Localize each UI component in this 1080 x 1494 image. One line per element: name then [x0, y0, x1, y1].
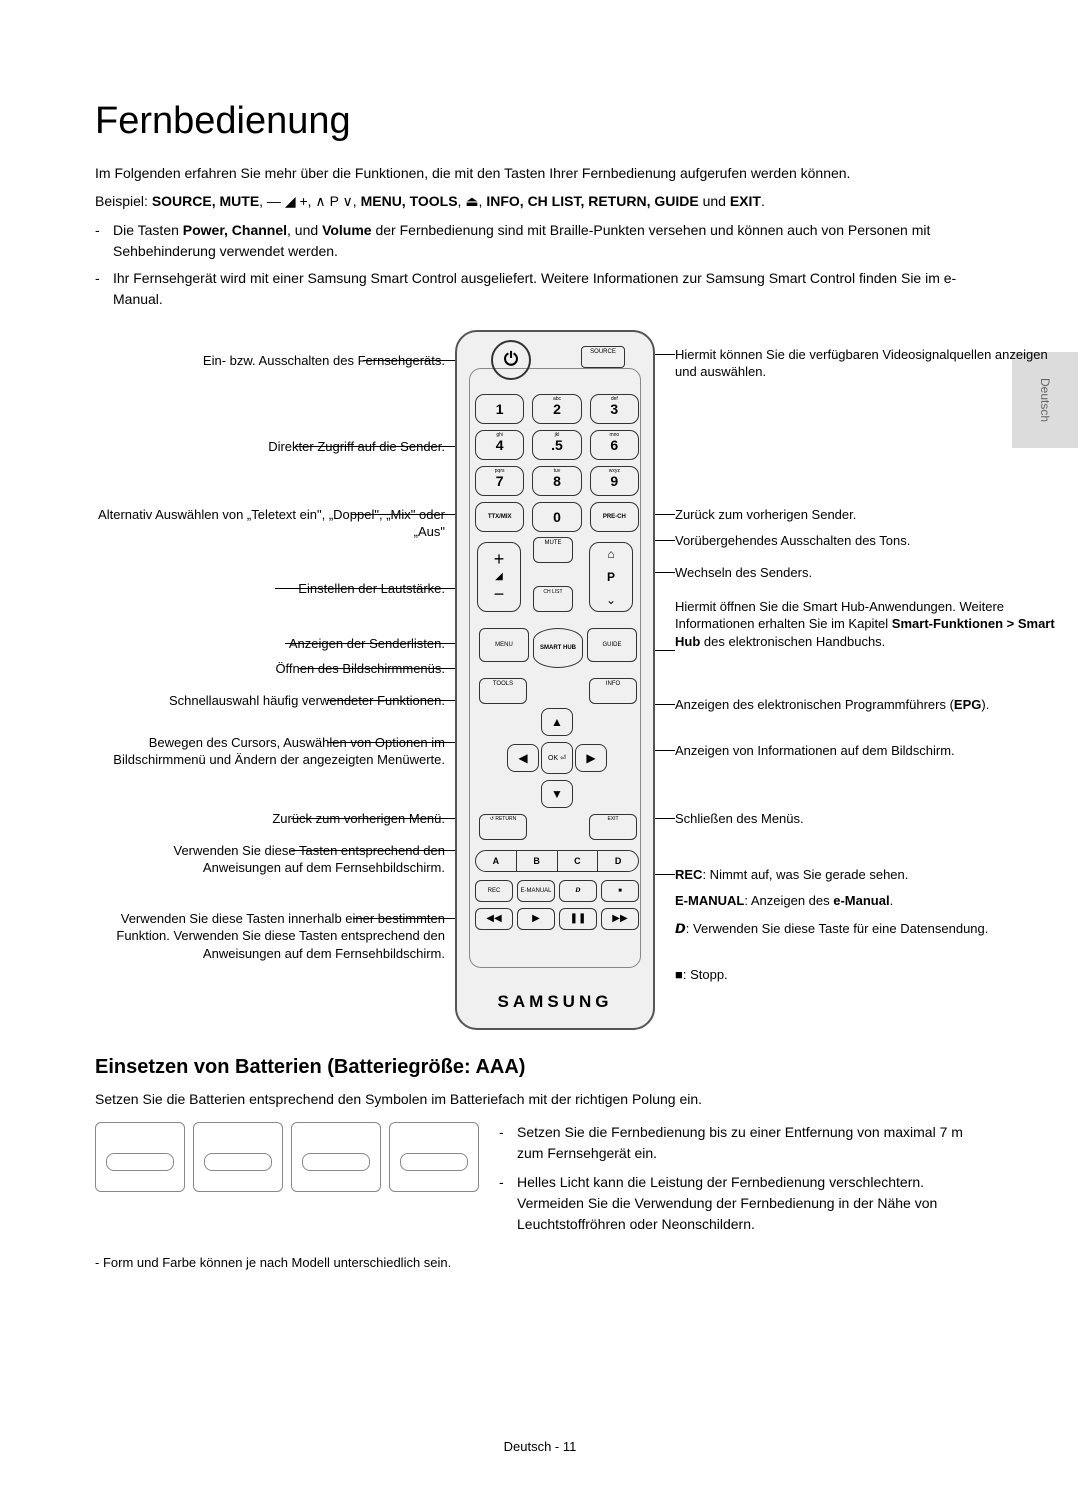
exit-button[interactable]: EXIT: [589, 814, 637, 840]
ann-guide: Anzeigen des elektronischen Programmführ…: [675, 696, 1065, 714]
pause-button[interactable]: ❚❚: [559, 908, 597, 930]
key-ttx[interactable]: TTX/MIX: [475, 502, 524, 532]
key-0[interactable]: 0: [532, 502, 581, 532]
ann-mute: Vorübergehendes Ausschalten des Tons.: [675, 532, 1065, 550]
key-7[interactable]: pqrs7: [475, 466, 524, 496]
key-4[interactable]: ghi4: [475, 430, 524, 460]
ann-prech: Zurück zum vorherigen Sender.: [675, 506, 1065, 524]
smart-hub-button[interactable]: SMART HUB: [533, 628, 583, 668]
ann-d: 𝘿: Verwenden Sie diese Taste für eine Da…: [675, 920, 1065, 938]
play-button[interactable]: ▶: [517, 908, 555, 930]
rec-button[interactable]: REC: [475, 880, 513, 902]
battery-diagram-4: [389, 1122, 479, 1192]
intro-paragraph-2: Beispiel: SOURCE, MUTE, — ◢ +, ∧ P ∨, ME…: [95, 191, 985, 211]
power-button[interactable]: ⏻: [491, 340, 531, 380]
battery-diagram-3: [291, 1122, 381, 1192]
intro-paragraph-1: Im Folgenden erfahren Sie mehr über die …: [95, 163, 985, 183]
numeric-keypad: 1 abc2 def3 ghi4 jkl.5 mno6 pqrs7 tuv8 w…: [475, 394, 639, 538]
key-prech[interactable]: PRE-CH: [590, 502, 639, 532]
rewind-button[interactable]: ◀◀: [475, 908, 513, 930]
key-1[interactable]: 1: [475, 394, 524, 424]
ann-stop: ■: Stopp.: [675, 966, 1065, 984]
battery-intro: Setzen Sie die Batterien entsprechend de…: [95, 1089, 985, 1110]
guide-button[interactable]: GUIDE: [587, 628, 637, 662]
battery-heading: Einsetzen von Batterien (Batteriegröße: …: [95, 1056, 985, 1079]
emanual-button[interactable]: E-MANUAL: [517, 880, 555, 902]
battery-bullet-1: Setzen Sie die Fernbedienung bis zu eine…: [517, 1122, 985, 1164]
menu-smart-guide-row: MENU SMART HUB GUIDE: [479, 628, 637, 668]
chlist-button[interactable]: CH LIST: [533, 586, 573, 612]
data-button[interactable]: 𝘿: [559, 880, 597, 902]
intro-bullet-1: Die Tasten Power, Channel, und Volume de…: [113, 220, 985, 262]
source-button[interactable]: SOURCE: [581, 346, 625, 368]
battery-diagram-1: [95, 1122, 185, 1192]
key-5[interactable]: jkl.5: [532, 430, 581, 460]
ann-exit: Schließen des Menüs.: [675, 810, 1065, 828]
key-c[interactable]: C: [558, 851, 599, 871]
dpad-down[interactable]: ▼: [541, 780, 573, 808]
battery-diagram-2: [193, 1122, 283, 1192]
remote-diagram: Ein- bzw. Ausschalten des Fernsehgeräts.…: [95, 330, 985, 1030]
dpad-right[interactable]: ▶: [575, 744, 607, 772]
volume-rocker[interactable]: + ◢ −: [477, 542, 521, 612]
page-footer: Deutsch - 11: [0, 1439, 1080, 1454]
ann-dpad: Bewegen des Cursors, Auswählen von Optio…: [95, 734, 445, 769]
forward-button[interactable]: ▶▶: [601, 908, 639, 930]
dpad: ▲ ▼ ◀ ▶ OK ⏎: [507, 708, 607, 808]
dpad-left[interactable]: ◀: [507, 744, 539, 772]
menu-button[interactable]: MENU: [479, 628, 529, 662]
key-a[interactable]: A: [476, 851, 517, 871]
key-9[interactable]: wxyz9: [590, 466, 639, 496]
dpad-ok[interactable]: OK ⏎: [541, 742, 573, 774]
key-2[interactable]: abc2: [532, 394, 581, 424]
dpad-up[interactable]: ▲: [541, 708, 573, 736]
ann-info: Anzeigen von Informationen auf dem Bilds…: [675, 742, 1065, 760]
tools-button[interactable]: TOOLS: [479, 678, 527, 704]
return-button[interactable]: ↺ RETURN: [479, 814, 527, 840]
mute-button[interactable]: MUTE: [533, 537, 573, 563]
ann-abcd: Verwenden Sie diese Tasten entsprechend …: [95, 842, 445, 877]
program-rocker[interactable]: ⌂ P ⌄: [589, 542, 633, 612]
key-3[interactable]: def3: [590, 394, 639, 424]
stop-button[interactable]: ■: [601, 880, 639, 902]
battery-bullet-2: Helles Licht kann die Leistung der Fernb…: [517, 1172, 985, 1235]
battery-footnote: Form und Farbe können je nach Modell unt…: [95, 1253, 985, 1273]
info-button[interactable]: INFO: [589, 678, 637, 704]
key-6[interactable]: mno6: [590, 430, 639, 460]
key-8[interactable]: tuv8: [532, 466, 581, 496]
key-b[interactable]: B: [517, 851, 558, 871]
brand-logo: SAMSUNG: [457, 992, 653, 1012]
key-d[interactable]: D: [598, 851, 638, 871]
abcd-color-keys[interactable]: A B C D: [475, 850, 639, 872]
ann-ttx: Alternativ Auswählen von „Teletext ein",…: [95, 506, 445, 541]
ann-smart: Hiermit öffnen Sie die Smart Hub-Anwendu…: [675, 598, 1065, 651]
ann-source: Hiermit können Sie die verfügbaren Video…: [675, 346, 1065, 381]
ann-rec: REC: Nimmt auf, was Sie gerade sehen.: [675, 866, 1065, 884]
remote-body: ⏻ SOURCE 1 abc2 def3 ghi4 jkl.5 mno6 pqr…: [455, 330, 655, 1030]
intro-bullet-2: Ihr Fernsehgerät wird mit einer Samsung …: [113, 268, 985, 310]
ann-prog: Wechseln des Senders.: [675, 564, 1065, 582]
ann-emanual: E-MANUAL: Anzeigen des e-Manual.: [675, 892, 1065, 910]
page-title: Fernbedienung: [95, 100, 985, 143]
